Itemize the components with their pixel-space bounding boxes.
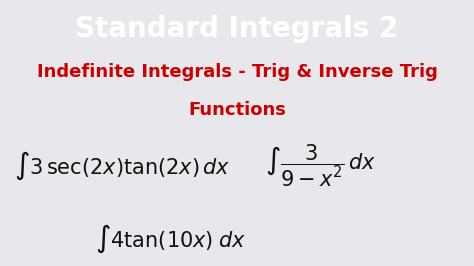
Text: Indefinite Integrals - Trig & Inverse Trig: Indefinite Integrals - Trig & Inverse Tr… [36,64,438,81]
Text: $\int 3\,\sec(2x)\tan(2x)\,dx$: $\int 3\,\sec(2x)\tan(2x)\,dx$ [14,149,231,182]
Text: Standard Integrals 2: Standard Integrals 2 [75,15,399,43]
Text: Functions: Functions [188,101,286,119]
Text: $\int 4\tan(10x)\; dx$: $\int 4\tan(10x)\; dx$ [95,223,246,255]
Text: $\int \dfrac{3}{9 - x^2}\, dx$: $\int \dfrac{3}{9 - x^2}\, dx$ [265,143,377,189]
